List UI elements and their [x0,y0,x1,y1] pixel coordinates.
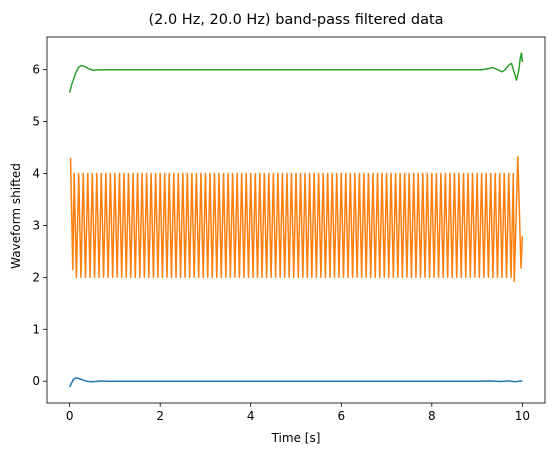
x-tick-label: 10 [515,409,530,423]
x-tick-label: 4 [247,409,255,423]
x-tick-label: 6 [337,409,345,423]
y-tick-label: 2 [32,270,40,284]
series-line-3 [68,52,524,93]
x-tick-label: 2 [156,409,164,423]
chart-title: (2.0 Hz, 20.0 Hz) band-pass filtered dat… [148,12,443,28]
x-tick-label: 0 [66,409,74,423]
series-line-1 [68,377,523,388]
y-tick-label: 5 [32,115,40,129]
x-axis-label: Time [s] [271,431,321,445]
y-tick-label: 1 [32,322,40,336]
y-tick-label: 4 [32,167,40,181]
x-tick-label: 8 [428,409,436,423]
plot-frame [46,36,546,404]
y-tick-label: 3 [32,218,40,232]
axes-layer: 0 2 4 6 8 10 0 1 2 3 4 5 6 [32,63,530,423]
y-axis-label: Waveform shifted [9,163,23,269]
y-tick-label: 6 [32,63,40,77]
series-line-2 [69,156,524,283]
y-tick-label: 0 [32,374,40,388]
series-layer [68,52,524,388]
